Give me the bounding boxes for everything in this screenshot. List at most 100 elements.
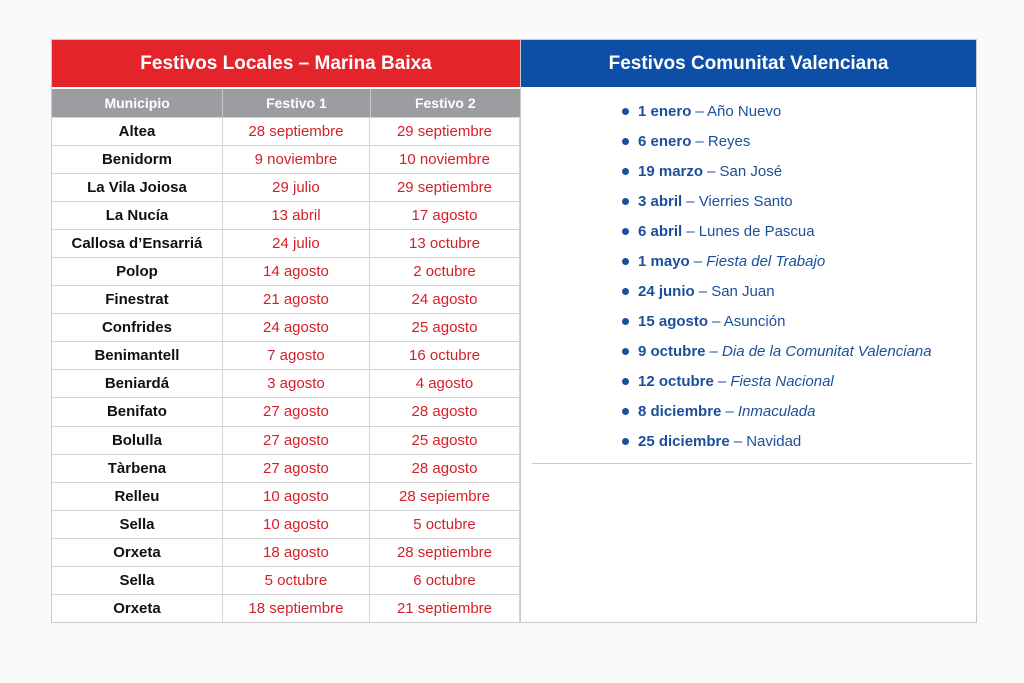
table-body: Altea 28 septiembre 29 septiembre Benidorm 9… xyxy=(52,117,520,622)
holiday-date: 27 agosto xyxy=(223,426,370,454)
holiday-name: – Dia de la Comunitat Valenciana xyxy=(709,342,932,360)
frame: Festivos Locales – Marina Baixa Municipi… xyxy=(51,39,977,623)
bullet xyxy=(622,167,629,175)
holiday-item: 19 marzo – San José xyxy=(622,156,976,186)
holiday-date: 27 agosto xyxy=(223,398,370,426)
holiday-date: 13 octubre xyxy=(370,230,520,258)
holiday-date: 10 agosto xyxy=(223,510,370,538)
column-label: Festivo 1 xyxy=(223,89,371,117)
holiday-date: 28 septiembre xyxy=(370,538,520,566)
holiday-date: 28 sepiembre xyxy=(370,482,520,510)
holiday-date: 18 agosto xyxy=(223,538,370,566)
municipality: La Nucía xyxy=(52,202,223,230)
holiday-date: 6 enero xyxy=(638,132,692,150)
holiday-date: 25 agosto xyxy=(370,314,520,342)
municipality: Benidorm xyxy=(52,146,223,174)
holiday-item: 1 enero – Año Nuevo xyxy=(622,96,976,126)
holiday-date: 2 octubre xyxy=(370,258,520,286)
bullet xyxy=(622,437,629,445)
municipality: Confrides xyxy=(52,314,223,342)
holiday-date: 1 mayo xyxy=(638,252,690,270)
bullet xyxy=(622,317,629,325)
municipality: Finestrat xyxy=(52,286,223,314)
column-label: Municipio xyxy=(52,89,224,117)
holiday-item: 24 junio – San Juan xyxy=(622,276,976,306)
municipality: Benimantell xyxy=(52,342,223,370)
column-header: Municipio Festivo 1 Festivo 2 xyxy=(52,89,520,117)
holiday-date: 29 julio xyxy=(223,174,370,202)
holiday-date: 8 diciembre xyxy=(638,402,722,420)
table-row: Confrides 24 agosto 25 agosto xyxy=(52,313,520,342)
holiday-item: 8 diciembre – Inmaculada xyxy=(622,396,976,426)
bullet xyxy=(622,287,629,295)
holiday-date: 5 octubre xyxy=(370,510,520,538)
holiday-date: 29 septiembre xyxy=(370,174,520,202)
holiday-name: – Fiesta del Trabajo xyxy=(693,252,826,270)
regional-panel: Festivos Comunitat Valenciana 1 enero – A… xyxy=(520,40,976,622)
table-row: Sella 5 octubre 6 octubre xyxy=(52,565,520,594)
holiday-name: – Fiesta Nacional xyxy=(717,372,834,390)
holiday-date: 14 agosto xyxy=(223,258,370,286)
municipality: Polop xyxy=(52,258,223,286)
holiday-date: 21 agosto xyxy=(223,286,370,314)
municipality: Altea xyxy=(52,118,223,146)
table-row: La Vila Joiosa 29 julio 29 septiembre xyxy=(52,173,520,202)
municipality: Sella xyxy=(52,510,223,538)
municipality: Sella xyxy=(52,566,223,594)
holiday-date: 25 diciembre xyxy=(638,432,730,450)
holiday-date: 3 agosto xyxy=(223,370,370,398)
table-row: Polop 14 agosto 2 octubre xyxy=(52,257,520,286)
holiday-item: 9 octubre – Dia de la Comunitat Valencian… xyxy=(622,336,976,366)
holiday-date: 19 marzo xyxy=(638,162,704,180)
holiday-date: 24 julio xyxy=(223,230,370,258)
holiday-date: 25 agosto xyxy=(370,426,520,454)
holiday-name: – San José xyxy=(707,162,783,180)
holiday-name: – San Juan xyxy=(698,282,775,300)
table-row: Finestrat 21 agosto 24 agosto xyxy=(52,285,520,314)
municipality: Tàrbena xyxy=(52,454,223,482)
holiday-date: 9 octubre xyxy=(638,342,706,360)
holiday-date: 27 agosto xyxy=(223,454,370,482)
holiday-date: 24 junio xyxy=(638,282,695,300)
municipality: Callosa d’Ensarriá xyxy=(52,230,223,258)
holiday-name: – Lunes de Pascua xyxy=(686,222,815,240)
holiday-date: 5 octubre xyxy=(223,566,370,594)
holiday-item: 25 diciembre – Navidad xyxy=(622,426,976,456)
holiday-date: 9 noviembre xyxy=(223,146,370,174)
local-panel: Festivos Locales – Marina Baixa Municipi… xyxy=(52,40,520,622)
holiday-date: 1 enero xyxy=(638,102,692,120)
holiday-date: 15 agosto xyxy=(638,312,709,330)
column-label: Festivo 2 xyxy=(414,95,476,111)
holiday-date: 18 septiembre xyxy=(223,594,370,622)
holiday-date: 7 agosto xyxy=(223,342,370,370)
holiday-date: 28 septiembre xyxy=(223,118,370,146)
municipality: Orxeta xyxy=(52,594,223,622)
holiday-name: – Inmaculada xyxy=(725,402,816,420)
municipality: Orxeta xyxy=(52,538,223,566)
holiday-item: 15 agosto – Asunción xyxy=(622,306,976,336)
holiday-date: 3 abril xyxy=(638,192,683,210)
holiday-name: – Reyes xyxy=(695,132,751,150)
municipality: Beniardá xyxy=(52,370,223,398)
table-row: Bolulla 27 agosto 25 agosto xyxy=(52,425,520,454)
holiday-item: 1 mayo – Fiesta del Trabajo xyxy=(622,246,976,276)
holiday-name: – Asunción xyxy=(712,312,786,330)
divider xyxy=(532,463,972,464)
holiday-date: 13 abril xyxy=(223,202,370,230)
holiday-date: 16 octubre xyxy=(370,342,520,370)
holiday-date: 29 septiembre xyxy=(370,118,520,146)
bullet xyxy=(622,107,629,115)
holiday-date: 17 agosto xyxy=(370,202,520,230)
table-row: Callosa d’Ensarriá 24 julio 13 octubre xyxy=(52,229,520,258)
table-row: Orxeta 18 septiembre 21 septiembre xyxy=(52,593,520,622)
municipality: Bolulla xyxy=(52,426,223,454)
table-row: Benidorm 9 noviembre 10 noviembre xyxy=(52,145,520,174)
bullet xyxy=(622,377,629,385)
bullet xyxy=(622,347,629,355)
local-title: Festivos Locales – Marina Baixa xyxy=(52,40,520,87)
holiday-item: 12 octubre – Fiesta Nacional xyxy=(622,366,976,396)
municipality: La Vila Joiosa xyxy=(52,174,223,202)
holiday-date: 24 agosto xyxy=(370,286,520,314)
holiday-date: 12 octubre xyxy=(638,372,714,390)
